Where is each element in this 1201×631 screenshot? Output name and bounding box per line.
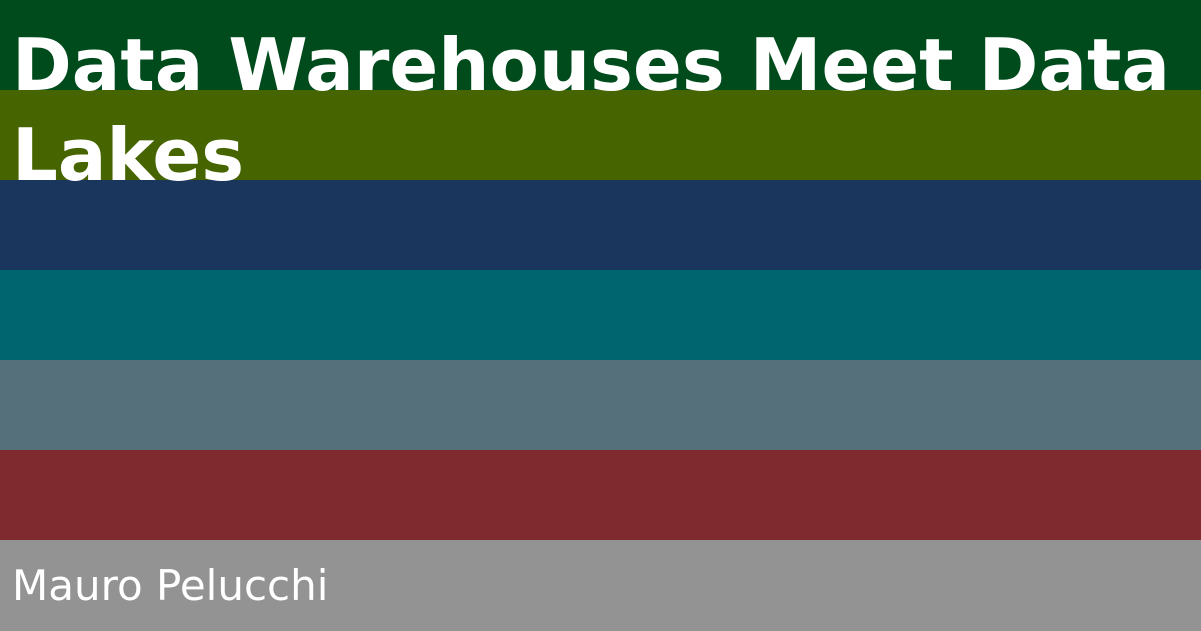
stripe-2 [0,90,1201,180]
stripe-4 [0,270,1201,360]
stripe-5 [0,360,1201,450]
stripe-3 [0,180,1201,270]
stripe-1 [0,0,1201,90]
page-title: Data Warehouses Meet Data Lakes [12,23,1170,197]
stripe-7 [0,540,1201,631]
author-name: Mauro Pelucchi [12,561,329,610]
stripe-6 [0,450,1201,540]
